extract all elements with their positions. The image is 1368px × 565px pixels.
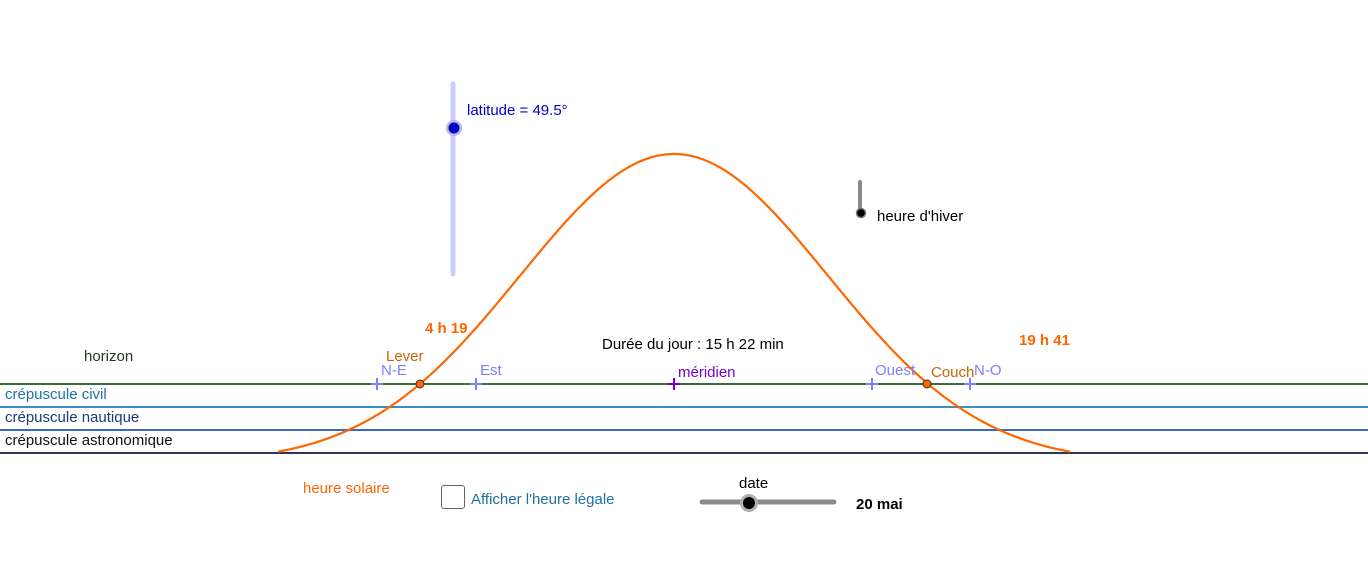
- north-west-label: N-O: [974, 362, 1002, 379]
- show-legal-time-checkbox[interactable]: [441, 485, 465, 509]
- north-east-label: N-E: [381, 362, 407, 379]
- horizon-label: horizon: [84, 348, 133, 365]
- date-slider-thumb[interactable]: [743, 497, 755, 509]
- solar-time-label: heure solaire: [303, 480, 390, 497]
- sunset-point[interactable]: [922, 379, 932, 389]
- sunset-time: 19 h 41: [1019, 332, 1070, 349]
- sunrise-point[interactable]: [415, 379, 425, 389]
- sun-height-curve: [277, 152, 1071, 453]
- show-legal-time-label[interactable]: Afficher l'heure légale: [471, 491, 615, 508]
- civil-twilight-label: crépuscule civil: [5, 386, 107, 403]
- west-label: Ouest: [875, 362, 916, 379]
- winter-time-toggle-knob[interactable]: [855, 207, 867, 219]
- day-length-label: Durée du jour : 15 h 22 min: [602, 336, 784, 353]
- winter-time-label: heure d'hiver: [877, 208, 963, 225]
- nautical-twilight-label: crépuscule nautique: [5, 409, 139, 426]
- latitude-label: latitude = 49.5°: [467, 102, 568, 119]
- meridian-tick: [668, 378, 680, 390]
- meridian-label: méridien: [678, 364, 736, 381]
- date-title: date: [739, 475, 768, 492]
- date-value: 20 mai: [856, 496, 903, 513]
- latitude-slider-thumb[interactable]: [448, 122, 460, 134]
- sunset-label: Couch: [931, 364, 974, 381]
- astronomical-twilight-label: crépuscule astronomique: [5, 432, 173, 449]
- sunrise-label: Lever: [386, 348, 424, 365]
- east-label: Est: [480, 362, 503, 379]
- cardinal-ticks: [371, 378, 976, 390]
- sunrise-time: 4 h 19: [425, 320, 468, 337]
